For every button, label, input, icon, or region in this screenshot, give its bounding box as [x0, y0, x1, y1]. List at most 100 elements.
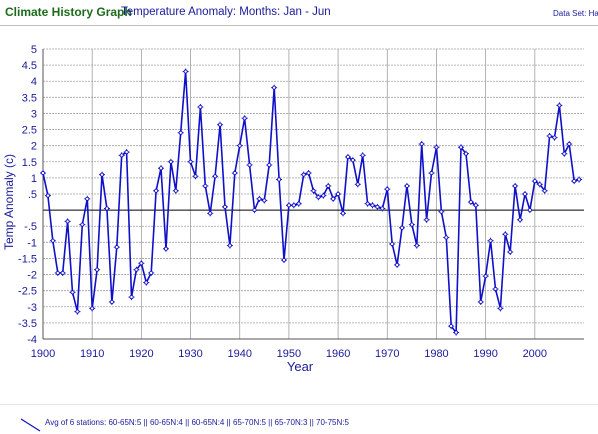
y-tick-labels: 54.543.532.521.51.5-.5-1-1.5-2-2.5-3-3.5… — [18, 44, 37, 346]
data-point — [472, 202, 479, 209]
data-point-dot — [532, 179, 537, 184]
data-point-dot — [463, 151, 468, 156]
data-point — [389, 240, 396, 247]
data-point — [138, 260, 145, 267]
data-point-dot — [114, 245, 119, 250]
data-point-dot — [272, 85, 277, 90]
data-point — [497, 305, 504, 312]
data-point-dot — [390, 241, 395, 246]
data-point-dot — [552, 135, 557, 140]
data-point — [487, 237, 494, 244]
data-point-dot — [257, 196, 262, 201]
data-point-dot — [154, 188, 159, 193]
data-point — [379, 205, 386, 212]
data-point — [433, 144, 440, 151]
data-point-dot — [404, 183, 409, 188]
data-point-dot — [45, 193, 50, 198]
data-point — [241, 115, 248, 122]
data-point-dot — [488, 238, 493, 243]
data-point — [340, 210, 347, 217]
data-point — [59, 269, 66, 276]
data-point-dot — [542, 188, 547, 193]
series-temperature-anomaly — [40, 68, 583, 336]
data-point — [276, 176, 283, 183]
data-point — [128, 294, 135, 301]
data-point-dot — [252, 208, 257, 213]
data-point-dot — [193, 174, 198, 179]
data-point-dot — [400, 225, 405, 230]
legend-divider — [0, 404, 598, 405]
data-point — [256, 195, 263, 202]
data-point — [330, 195, 337, 202]
data-point — [320, 192, 327, 199]
data-point-dot — [414, 243, 419, 248]
data-point — [202, 182, 209, 189]
data-point-dot — [449, 324, 454, 329]
data-point-dot — [508, 249, 513, 254]
app-title: Climate History Graph — [5, 5, 132, 19]
data-point — [482, 273, 489, 280]
data-point — [458, 144, 465, 151]
data-point — [143, 279, 150, 286]
data-point-dot — [109, 299, 114, 304]
data-point-dot — [311, 188, 316, 193]
data-point-dot — [129, 295, 134, 300]
data-point-dot — [208, 211, 213, 216]
chart-title: Temperature Anomaly: Months: Jan - Jun — [121, 6, 331, 18]
data-point-dot — [134, 267, 139, 272]
data-point — [418, 141, 425, 148]
axes — [42, 49, 584, 340]
data-point — [576, 176, 583, 183]
legend-label: Avg of 6 stations: 60-65N:5 || 60-65N:4 … — [45, 418, 349, 427]
data-point — [531, 178, 538, 185]
data-point-dot — [104, 206, 109, 211]
data-point — [207, 210, 214, 217]
data-point — [79, 221, 86, 228]
data-point — [40, 170, 46, 177]
data-point — [182, 68, 189, 75]
y-tick-label: 1.5 — [22, 157, 37, 169]
data-point — [344, 153, 351, 160]
y-tick-label: 3.5 — [22, 92, 37, 104]
data-point-dot — [75, 309, 80, 314]
y-tick-label: -3.5 — [18, 318, 37, 330]
data-point-dot — [65, 219, 70, 224]
data-point-dot — [291, 203, 296, 208]
data-point — [443, 234, 450, 241]
data-point-dot — [567, 142, 572, 147]
data-point-dot — [321, 193, 326, 198]
data-point — [364, 200, 371, 207]
data-point — [335, 191, 342, 197]
data-point — [266, 162, 273, 168]
dataset-label[interactable]: Data Set: Ha — [553, 9, 598, 18]
data-point — [89, 305, 96, 312]
data-point-dot — [385, 187, 390, 192]
data-point-dot — [562, 151, 567, 156]
data-point — [354, 181, 361, 188]
data-point-dot — [198, 105, 203, 110]
data-point-dot — [498, 306, 503, 311]
data-point — [187, 158, 194, 165]
x-tick-label: 2000 — [523, 348, 547, 360]
data-point-dot — [380, 206, 385, 211]
data-point — [251, 207, 258, 214]
data-point — [108, 298, 115, 305]
data-point — [123, 149, 130, 156]
y-tick-label: .5 — [28, 189, 37, 201]
data-point — [521, 191, 528, 197]
data-point — [236, 142, 243, 149]
data-point-dot — [345, 154, 350, 159]
data-point — [453, 329, 460, 336]
data-point — [438, 208, 445, 215]
y-tick-label: 1 — [31, 173, 37, 185]
data-point — [551, 134, 558, 141]
data-point — [315, 194, 322, 201]
data-point — [261, 197, 268, 204]
data-point-dot — [60, 270, 65, 275]
data-point-dot — [527, 208, 532, 213]
data-point — [94, 266, 101, 273]
data-point — [384, 186, 391, 193]
data-point — [305, 170, 312, 177]
data-point-dot — [203, 183, 208, 188]
data-point-dot — [306, 171, 311, 176]
